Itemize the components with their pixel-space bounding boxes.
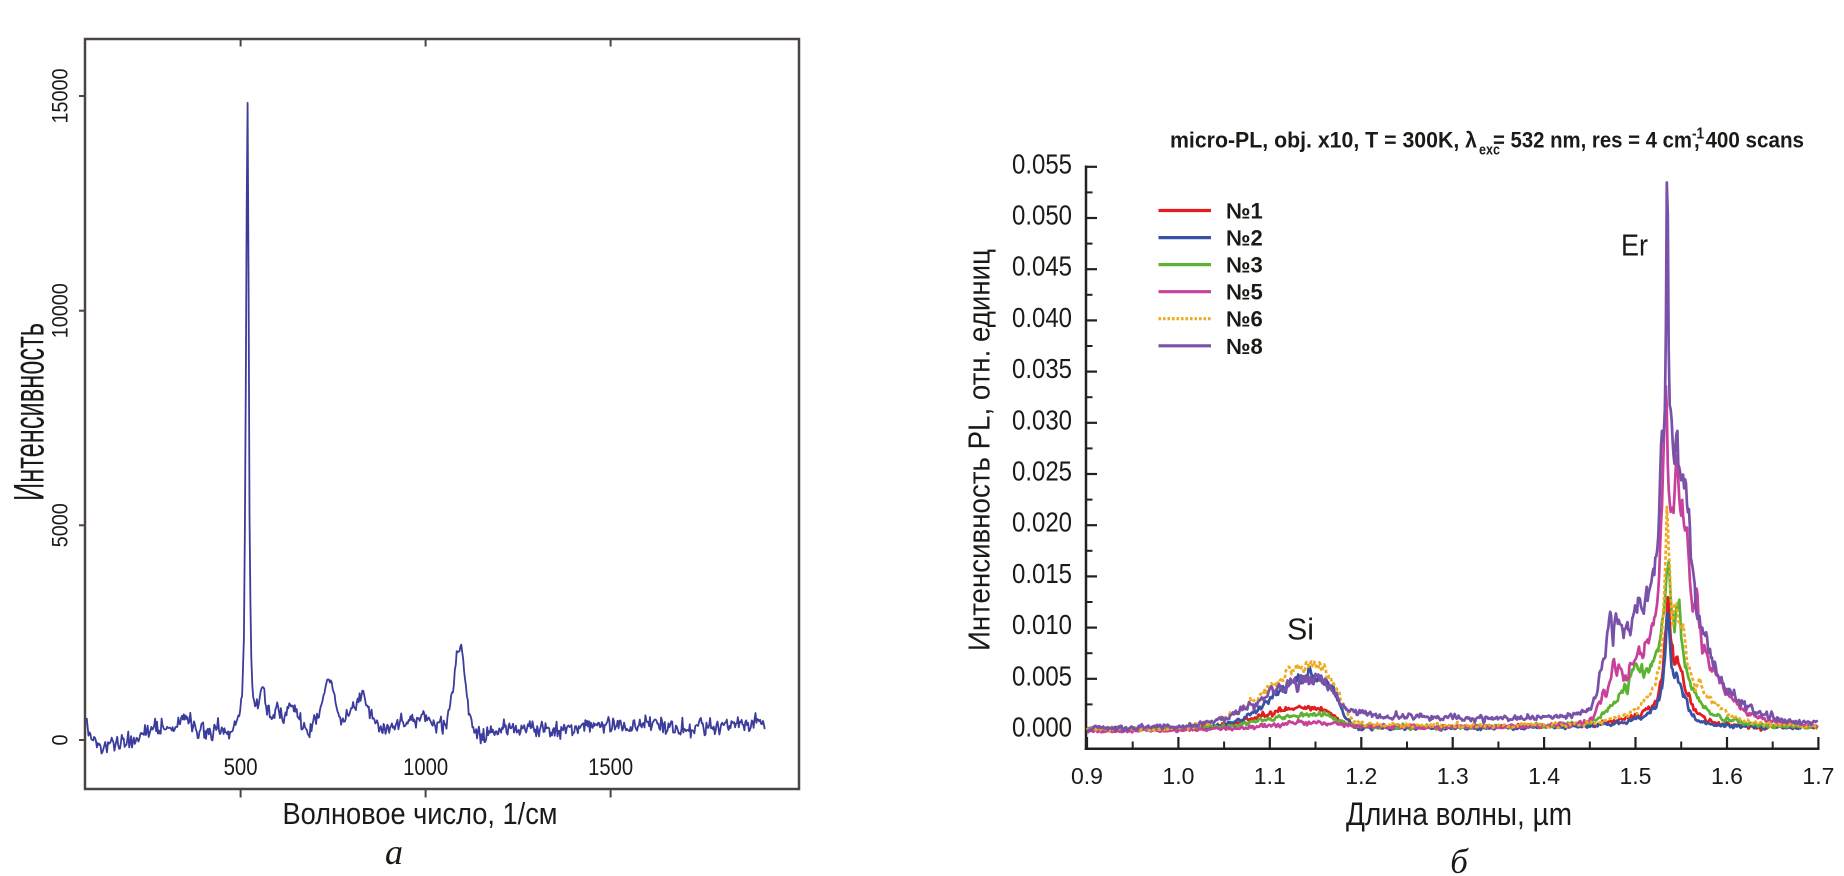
svg-text:0.035: 0.035 (1012, 353, 1072, 384)
svg-text:0.005: 0.005 (1012, 660, 1072, 691)
svg-text:1000: 1000 (403, 754, 448, 781)
svg-text:Si: Si (1287, 612, 1314, 647)
svg-text:-1: -1 (1692, 126, 1704, 143)
svg-text:1.6: 1.6 (1711, 763, 1743, 789)
svg-text:№8: №8 (1226, 334, 1263, 359)
svg-text:№3: №3 (1226, 253, 1263, 278)
svg-text:0.040: 0.040 (1012, 302, 1072, 333)
svg-text:Длина волны, µm: Длина волны, µm (1346, 796, 1572, 832)
svg-text:1.4: 1.4 (1528, 763, 1560, 789)
svg-text:15000: 15000 (48, 69, 73, 124)
svg-text:5000: 5000 (48, 503, 73, 547)
svg-text:Er: Er (1621, 228, 1648, 263)
svg-text:, 400 scans: , 400 scans (1694, 128, 1804, 153)
svg-text:б: б (1450, 842, 1469, 876)
svg-text:№6: №6 (1226, 307, 1263, 332)
svg-text:0.020: 0.020 (1012, 507, 1072, 538)
svg-text:0.050: 0.050 (1012, 200, 1072, 231)
svg-text:Волновое число, 1/см: Волновое число, 1/см (283, 796, 558, 831)
svg-text:№5: №5 (1226, 280, 1263, 305)
svg-text:а: а (385, 832, 403, 872)
svg-text:0.055: 0.055 (1012, 148, 1072, 179)
svg-text:1.5: 1.5 (1620, 763, 1652, 789)
svg-text:10000: 10000 (48, 283, 73, 338)
svg-text:1.3: 1.3 (1437, 763, 1469, 789)
svg-text:1.0: 1.0 (1162, 763, 1194, 789)
svg-text:№2: №2 (1226, 226, 1263, 251)
svg-text:Интенсивность: Интенсивность (6, 323, 54, 501)
svg-text:0.025: 0.025 (1012, 456, 1072, 487)
svg-text:0.015: 0.015 (1012, 558, 1072, 589)
svg-text:0.9: 0.9 (1071, 763, 1103, 789)
svg-text:Интенсивность PL, отн. единиц: Интенсивность PL, отн. единиц (962, 249, 997, 651)
svg-text:1.7: 1.7 (1802, 763, 1834, 789)
svg-text:0.000: 0.000 (1012, 712, 1072, 743)
svg-text:1.2: 1.2 (1345, 763, 1377, 789)
svg-text:0.010: 0.010 (1012, 609, 1072, 640)
svg-text:1500: 1500 (588, 754, 633, 781)
svg-text:0.045: 0.045 (1012, 251, 1072, 282)
svg-text:0: 0 (48, 735, 73, 746)
svg-text:0.030: 0.030 (1012, 404, 1072, 435)
svg-text:= 532 nm, res = 4 cm: = 532 nm, res = 4 cm (1493, 128, 1692, 153)
svg-text:1.1: 1.1 (1254, 763, 1286, 789)
svg-text:500: 500 (224, 754, 258, 781)
svg-text:exc: exc (1479, 142, 1500, 159)
svg-text:micro-PL, obj. x10, T = 300K,: micro-PL, obj. x10, T = 300K, λ (1170, 128, 1477, 153)
svg-text:№1: №1 (1226, 199, 1263, 224)
